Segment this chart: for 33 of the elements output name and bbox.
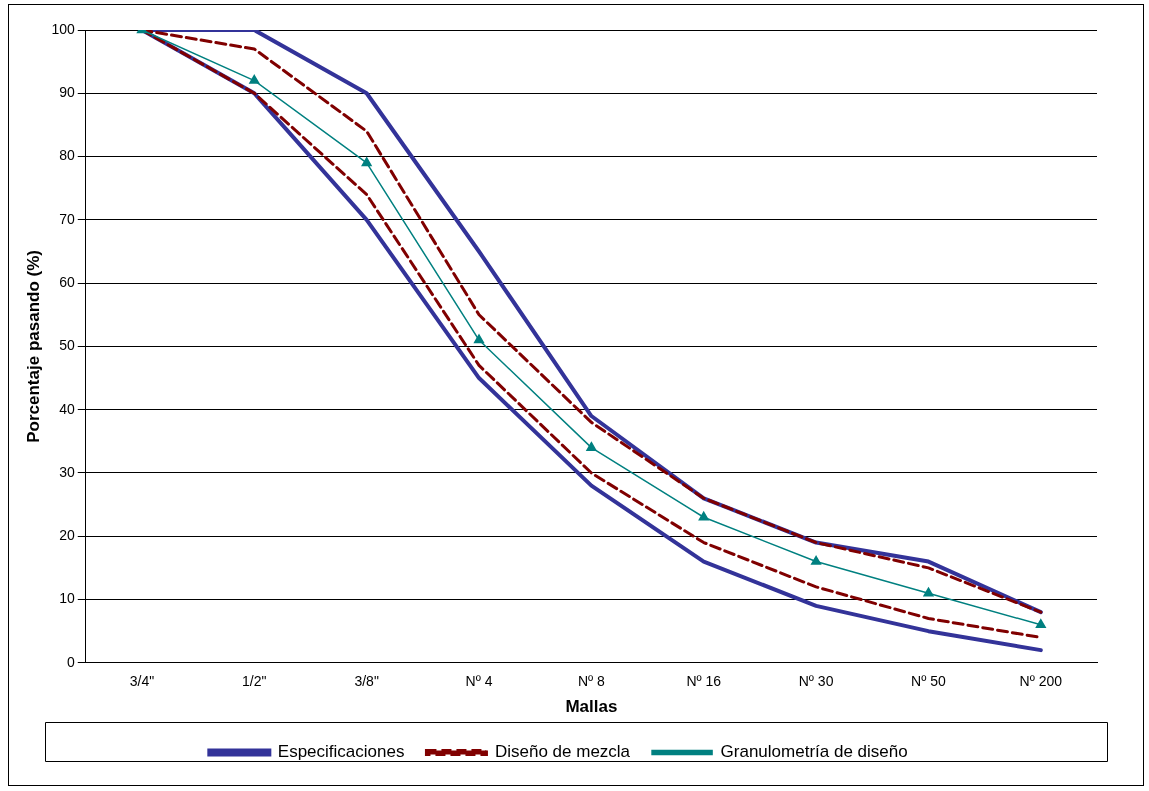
x-tick-label: Nº 8	[577, 673, 606, 690]
y-tick-label: 90	[59, 84, 75, 101]
point	[473, 334, 485, 344]
legend-label: Especificaciones	[277, 742, 405, 762]
point	[811, 555, 822, 565]
x-tick-label: Nº 200	[1019, 673, 1063, 690]
x-tick-label: 3/8"	[354, 673, 379, 690]
point	[923, 587, 934, 597]
point	[361, 157, 372, 167]
point	[586, 441, 597, 451]
y-tick-label: 100	[51, 20, 75, 37]
point	[249, 74, 260, 84]
x-tick-label: 1/2"	[242, 673, 267, 690]
y-tick-label: 50	[59, 337, 75, 354]
y-tick-label: 60	[59, 273, 75, 290]
x-tick-label: Nº 16	[686, 673, 722, 690]
y-tick-label: 80	[59, 147, 75, 164]
x-axis-title: Mallas	[565, 697, 618, 717]
y-tick-label: 70	[59, 210, 75, 227]
x-tick-label: Nº 30	[798, 673, 834, 690]
legend-label: Diseño de mezcla	[494, 742, 631, 762]
y-axis-title: Porcentaje pasando (%)	[23, 250, 43, 443]
legend-label: Granulometría de diseño	[720, 742, 908, 762]
point	[698, 511, 709, 521]
y-tick-label: 10	[59, 590, 75, 607]
x-tick-label: Nº 50	[911, 673, 947, 690]
y-tick-label: 20	[59, 527, 75, 544]
x-tick-label: 3/4"	[129, 673, 155, 690]
point	[1035, 619, 1046, 629]
y-tick-label: 40	[59, 400, 75, 417]
y-tick-label: 0	[66, 653, 75, 670]
y-tick-label: 30	[59, 463, 75, 480]
x-tick-label: Nº 4	[465, 673, 493, 690]
